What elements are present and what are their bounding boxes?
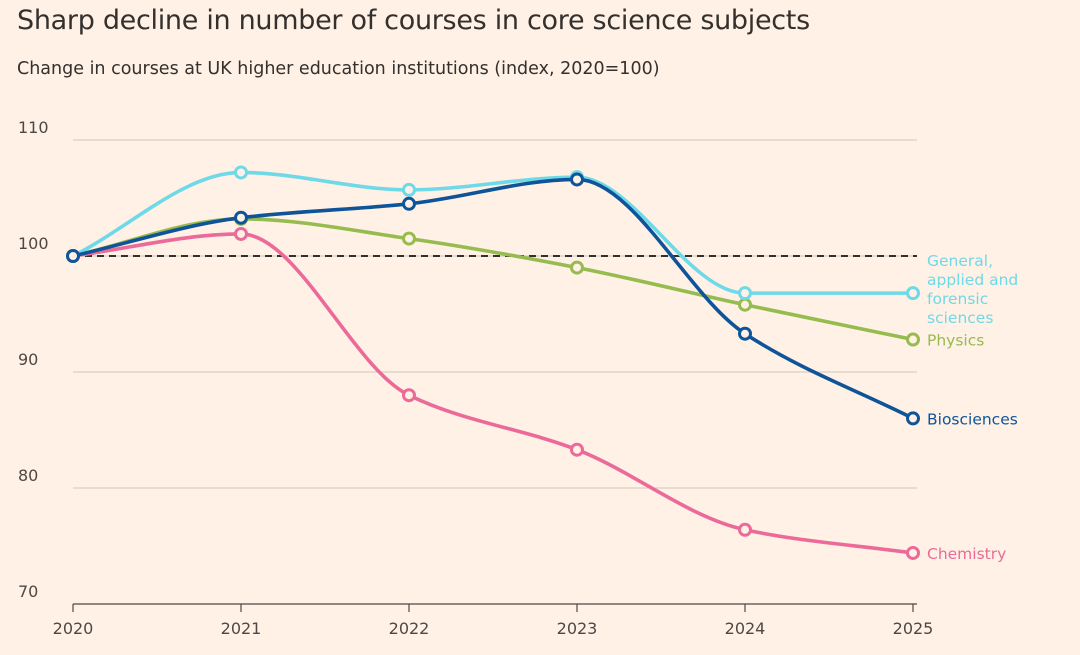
data-point-biosciences [738, 326, 752, 341]
data-point-general-applied-and-forensic-sciences [906, 286, 920, 301]
series-label-general-applied-and-forensic-sciences: General, applied and forensic sciences [927, 252, 1018, 327]
series-label-chemistry: Chemistry [927, 545, 1006, 563]
data-point-biosciences [570, 172, 584, 187]
series-label-line: Physics [927, 332, 984, 350]
data-point-chemistry [906, 545, 920, 560]
series-lines [66, 165, 920, 560]
data-point-physics [402, 231, 416, 246]
data-point-biosciences [402, 196, 416, 211]
data-point-general-applied-and-forensic-sciences [402, 182, 416, 197]
series-label-line: forensic [927, 290, 988, 308]
chart-title: Sharp decline in number of courses in co… [17, 5, 810, 36]
series-label-line: General, [927, 252, 993, 270]
series-label-physics: Physics [927, 332, 984, 350]
x-tick-label: 2022 [389, 619, 430, 638]
y-tick-label: 110 [18, 118, 49, 137]
x-tick-label: 2020 [53, 619, 94, 638]
x-tick-label: 2024 [725, 619, 766, 638]
data-point-physics [906, 332, 920, 347]
y-tick-label: 70 [18, 582, 38, 601]
axes: 70 80 90 100 110 2020 2021 2022 2023 2024 2025 [18, 118, 933, 638]
x-tick-label: 2025 [893, 619, 934, 638]
series-labels: General, applied and forensic sciences Biosc… [927, 252, 1018, 563]
series-line-biosciences [71, 177, 915, 421]
series-label-line: Biosciences [927, 410, 1018, 428]
data-point-general-applied-and-forensic-sciences [738, 286, 752, 301]
series-label-line: applied and [927, 271, 1018, 289]
data-point-chemistry [234, 226, 248, 241]
data-point-biosciences [906, 411, 920, 426]
grid-lines [73, 139, 917, 489]
y-tick-label: 90 [18, 350, 38, 369]
chart-subtitle: Change in courses at UK higher education… [17, 59, 660, 79]
data-point-physics [570, 260, 584, 275]
series-label-line: Chemistry [927, 545, 1006, 563]
x-tick-label: 2023 [557, 619, 598, 638]
data-point-physics [738, 297, 752, 312]
series-line-chemistry [71, 232, 915, 555]
series-label-line: sciences [927, 309, 993, 327]
data-point-chemistry [402, 388, 416, 403]
data-point-general-applied-and-forensic-sciences [234, 165, 248, 180]
y-tick-label: 100 [18, 234, 49, 253]
x-tick-label: 2021 [221, 619, 262, 638]
data-point-biosciences [66, 249, 80, 263]
data-point-chemistry [570, 442, 584, 457]
y-tick-label: 80 [18, 466, 38, 485]
series-label-biosciences: Biosciences [927, 410, 1018, 428]
data-point-biosciences [234, 210, 248, 225]
data-point-chemistry [738, 522, 752, 537]
